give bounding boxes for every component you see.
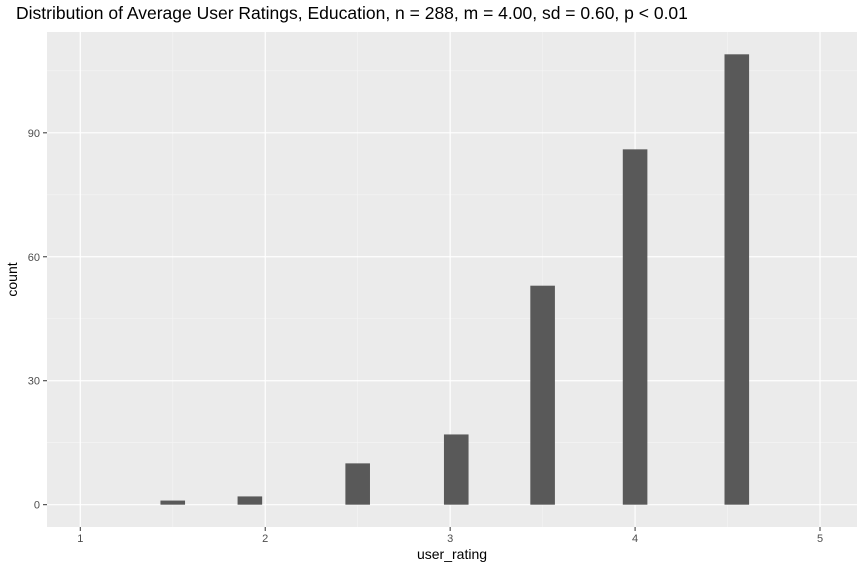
y-axis: 0 30 60 90 bbox=[28, 128, 47, 512]
x-axis-title: user_rating bbox=[417, 546, 487, 562]
x-tick-label: 5 bbox=[817, 533, 823, 545]
y-tick-label: 0 bbox=[34, 500, 40, 512]
bar bbox=[237, 496, 263, 505]
y-tick-label: 60 bbox=[28, 252, 40, 264]
x-axis: 1 2 3 4 5 bbox=[77, 527, 823, 545]
bars bbox=[160, 54, 750, 505]
y-tick-label: 30 bbox=[28, 376, 40, 388]
chart-title: Distribution of Average User Ratings, Ed… bbox=[16, 3, 688, 23]
bar bbox=[530, 285, 555, 505]
y-tick-label: 90 bbox=[28, 128, 40, 140]
bar bbox=[622, 149, 648, 505]
bar bbox=[160, 500, 186, 505]
x-tick-label: 4 bbox=[632, 533, 638, 545]
bar bbox=[443, 434, 469, 505]
bar bbox=[345, 463, 370, 505]
x-tick-label: 2 bbox=[262, 533, 268, 545]
x-tick-label: 3 bbox=[447, 533, 453, 545]
bar bbox=[724, 54, 750, 505]
y-axis-title: count bbox=[4, 262, 20, 296]
x-tick-label: 1 bbox=[77, 533, 83, 545]
